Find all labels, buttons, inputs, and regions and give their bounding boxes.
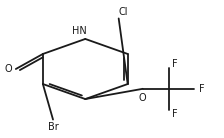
Text: Cl: Cl	[119, 7, 128, 17]
Text: F: F	[199, 84, 205, 94]
Text: O: O	[139, 93, 146, 103]
Text: F: F	[172, 59, 177, 69]
Text: F: F	[172, 109, 177, 119]
Text: O: O	[5, 64, 13, 74]
Text: HN: HN	[72, 26, 86, 36]
Text: Br: Br	[48, 122, 58, 132]
